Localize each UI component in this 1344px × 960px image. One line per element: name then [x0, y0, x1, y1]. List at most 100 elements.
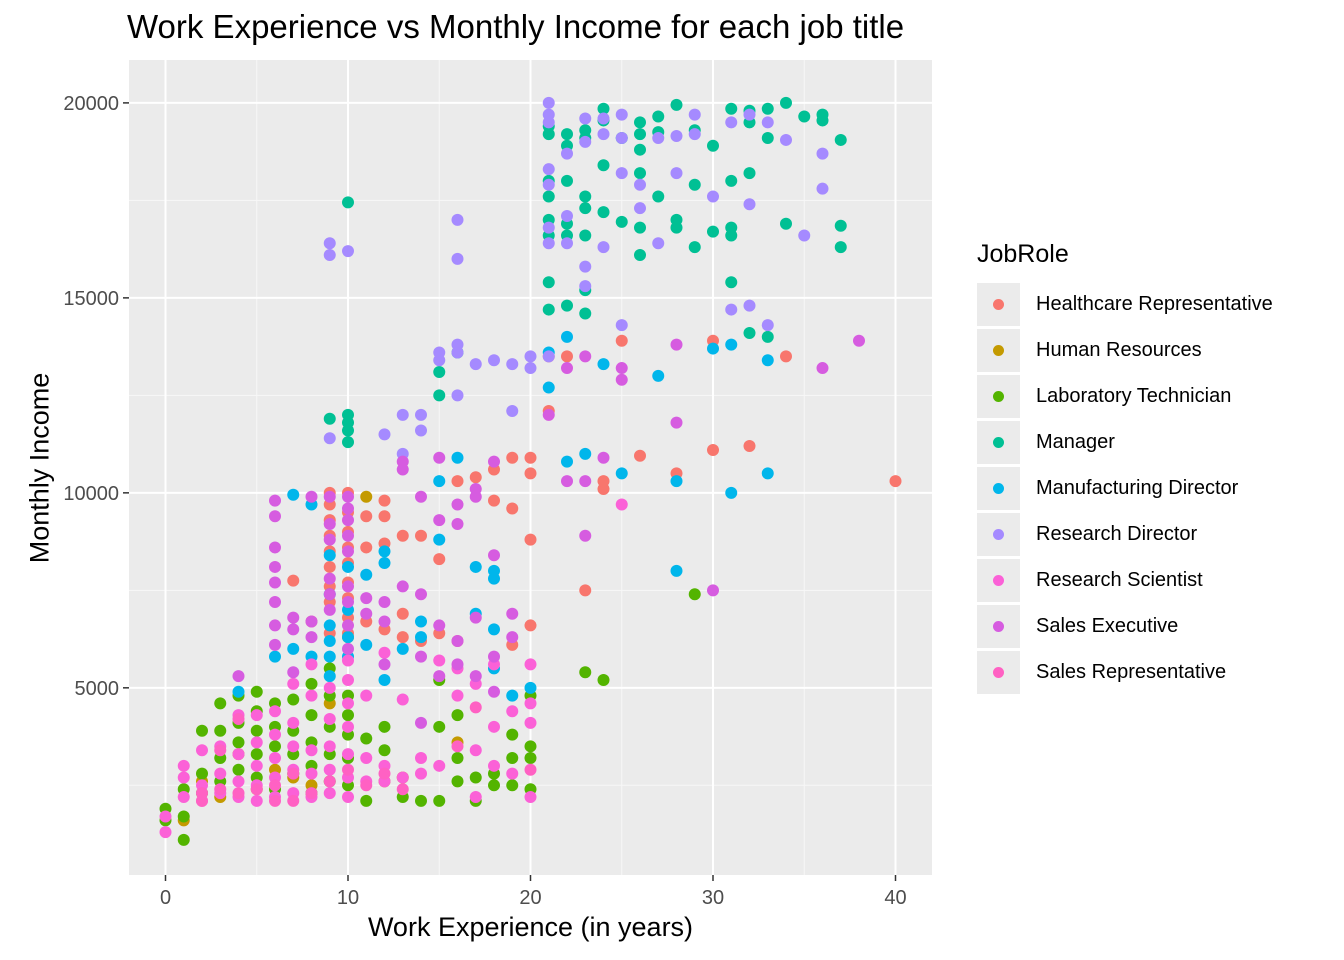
legend-key: [977, 282, 1020, 326]
data-point: [469, 471, 482, 484]
data-point: [488, 494, 500, 507]
data-point: [615, 108, 628, 121]
data-point: [269, 510, 281, 523]
data-point: [597, 102, 610, 115]
data-point: [780, 96, 792, 109]
data-point: [725, 102, 738, 115]
data-point: [415, 424, 427, 437]
data-point: [342, 748, 354, 761]
data-point: [433, 365, 446, 378]
data-point: [269, 494, 281, 507]
data-point: [469, 744, 482, 757]
data-point: [342, 580, 354, 593]
data-point: [761, 467, 774, 480]
data-point: [488, 650, 500, 663]
data-point: [488, 685, 500, 698]
legend-label: Sales Representative: [1036, 660, 1227, 683]
data-point: [780, 217, 792, 230]
data-point: [269, 638, 281, 651]
data-point: [396, 631, 409, 644]
data-point: [287, 623, 300, 636]
data-point: [269, 794, 281, 807]
data-point: [688, 241, 701, 254]
data-point: [761, 131, 774, 144]
legend-swatch: [993, 298, 1004, 310]
data-point: [561, 147, 573, 160]
x-axis-title: Work Experience (in years): [367, 912, 694, 942]
data-point: [159, 826, 172, 839]
data-point: [798, 229, 811, 242]
data-point: [433, 389, 446, 402]
data-point: [342, 245, 354, 258]
data-point: [342, 502, 354, 515]
data-point: [597, 159, 610, 172]
data-point: [634, 116, 646, 129]
data-point: [561, 174, 573, 187]
data-point: [615, 362, 628, 375]
data-point: [433, 533, 446, 546]
data-point: [433, 553, 446, 566]
data-point: [415, 650, 427, 663]
data-point: [469, 670, 482, 683]
data-point: [214, 697, 227, 710]
data-point: [232, 736, 245, 749]
data-point: [269, 619, 281, 632]
data-point: [305, 787, 318, 800]
data-point: [542, 163, 555, 176]
data-point: [269, 779, 281, 792]
data-point: [542, 381, 555, 394]
data-point: [360, 568, 373, 581]
data-point: [232, 775, 245, 788]
data-point: [250, 709, 263, 722]
data-point: [250, 783, 263, 796]
data-point: [597, 451, 610, 464]
data-point: [506, 631, 519, 644]
data-point: [670, 338, 683, 351]
data-point: [451, 498, 464, 511]
data-point: [542, 276, 555, 289]
data-point: [524, 533, 537, 546]
data-point: [378, 720, 391, 733]
data-point: [542, 408, 555, 421]
data-point: [579, 280, 592, 293]
data-point: [323, 681, 336, 694]
data-point: [688, 178, 701, 191]
data-point: [305, 744, 318, 757]
data-point: [177, 759, 190, 772]
data-point: [561, 209, 573, 222]
legend-item: Laboratory Technician: [977, 373, 1273, 419]
data-point: [451, 740, 464, 753]
data-point: [579, 350, 592, 363]
data-point: [415, 588, 427, 601]
legend-item: Research Director: [977, 511, 1273, 557]
data-point: [250, 724, 263, 737]
data-point: [287, 693, 300, 706]
data-point: [524, 697, 537, 710]
data-point: [177, 771, 190, 784]
data-point: [542, 128, 555, 141]
data-point: [396, 607, 409, 620]
data-point: [707, 584, 719, 597]
data-point: [214, 767, 227, 780]
data-point: [433, 794, 446, 807]
data-point: [488, 549, 500, 562]
data-point: [707, 342, 719, 355]
legend-key: [977, 558, 1020, 602]
data-point: [232, 748, 245, 761]
data-point: [707, 139, 719, 152]
data-point: [360, 638, 373, 651]
data-point: [506, 767, 519, 780]
data-point: [396, 529, 409, 542]
data-point: [506, 404, 519, 417]
data-point: [415, 767, 427, 780]
data-point: [196, 767, 208, 780]
data-point: [670, 167, 683, 180]
data-point: [524, 740, 537, 753]
data-point: [469, 791, 482, 804]
legend-item: Human Resources: [977, 327, 1273, 373]
data-point: [378, 767, 391, 780]
data-point: [524, 362, 537, 375]
data-point: [488, 354, 500, 367]
data-point: [323, 619, 336, 632]
data-point: [250, 759, 263, 772]
